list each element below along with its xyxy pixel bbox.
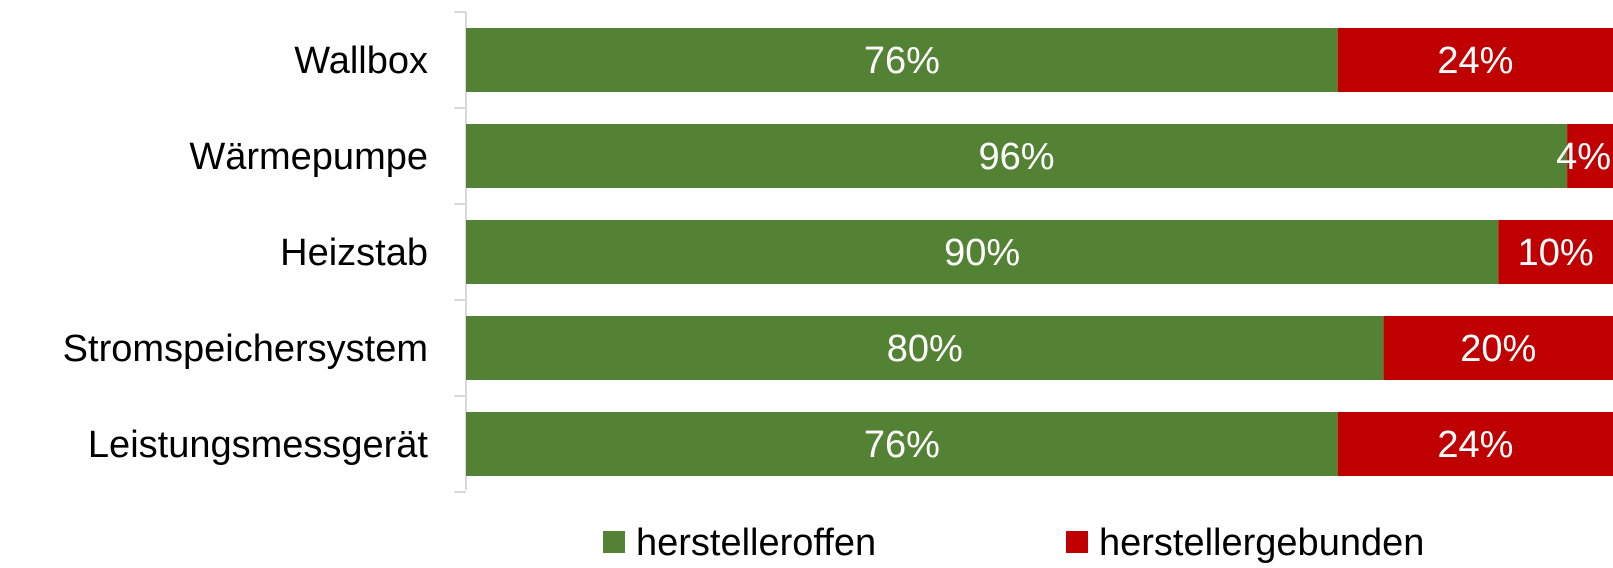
category-label-leistungsmessgeraet: Leistungsmessgerät xyxy=(88,424,429,466)
data-labels: 76% 24% 96% 4% 90% 10% 80% 20% 76% 24% xyxy=(864,40,1611,466)
bar-herstelleroffen-stromspeichersystem xyxy=(466,316,1384,380)
category-axis xyxy=(454,11,467,493)
data-label-herstelleroffen-leistungsmessgeraet: 76% xyxy=(864,424,940,466)
legend: herstelleroffen herstellergebunden xyxy=(603,522,1424,564)
data-label-herstellergebunden-wallbox: 24% xyxy=(1437,40,1513,82)
data-label-herstelleroffen-heizstab: 90% xyxy=(944,232,1020,274)
bar-herstelleroffen-wallbox xyxy=(466,28,1338,92)
category-labels: Wallbox Wärmepumpe Heizstab Stromspeichersy… xyxy=(63,40,429,466)
data-label-herstellergebunden-stromspeichersystem: 20% xyxy=(1460,328,1536,370)
bar-herstelleroffen-waermepumpe xyxy=(466,124,1568,188)
bar-herstellergebunden-waermepumpe xyxy=(1567,124,1613,188)
bar-herstelleroffen-leistungsmessgeraet xyxy=(466,412,1338,476)
category-label-wallbox: Wallbox xyxy=(294,40,428,82)
legend-label-herstellergebunden: herstellergebunden xyxy=(1099,522,1424,564)
data-label-herstelleroffen-wallbox: 76% xyxy=(864,40,940,82)
bar-herstellergebunden-heizstab xyxy=(1498,220,1613,284)
category-label-waermepumpe: Wärmepumpe xyxy=(189,136,428,178)
category-label-stromspeichersystem: Stromspeichersystem xyxy=(63,328,428,370)
legend-swatch-herstellergebunden xyxy=(1066,531,1088,553)
bar-herstellergebunden-wallbox xyxy=(1337,28,1613,92)
legend-swatch-herstelleroffen xyxy=(603,531,625,553)
data-label-herstellergebunden-waermepumpe: 4% xyxy=(1556,136,1611,178)
data-label-herstelleroffen-stromspeichersystem: 80% xyxy=(887,328,963,370)
data-label-herstellergebunden-leistungsmessgeraet: 24% xyxy=(1437,424,1513,466)
bar-herstelleroffen-heizstab xyxy=(466,220,1499,284)
bar-herstellergebunden-leistungsmessgeraet xyxy=(1337,412,1613,476)
data-label-herstellergebunden-heizstab: 10% xyxy=(1518,232,1594,274)
legend-label-herstelleroffen: herstelleroffen xyxy=(636,522,876,564)
bars xyxy=(466,28,1613,476)
data-label-herstelleroffen-waermepumpe: 96% xyxy=(979,136,1055,178)
category-label-heizstab: Heizstab xyxy=(280,232,428,274)
bar-herstellergebunden-stromspeichersystem xyxy=(1383,316,1613,380)
